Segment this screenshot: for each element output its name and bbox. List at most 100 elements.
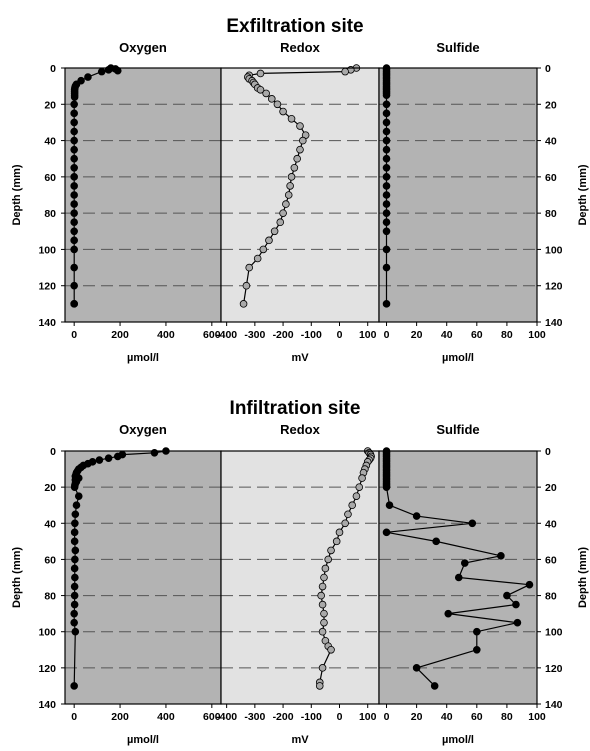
x-tick-label: -400 — [216, 329, 237, 341]
x-tick-label: -300 — [244, 711, 265, 723]
data-point — [70, 281, 78, 290]
data-point — [70, 263, 78, 272]
panel-background — [65, 451, 221, 704]
panel-title: Redox — [280, 40, 321, 55]
panel-title: Oxygen — [119, 422, 167, 437]
y-tick-label-right: 20 — [545, 99, 557, 111]
data-point — [104, 454, 113, 463]
y-tick-label-right: 40 — [545, 518, 557, 530]
y-tick-label-right: 40 — [545, 136, 557, 148]
data-point — [70, 218, 78, 227]
x-tick-label: -100 — [301, 711, 322, 723]
data-point — [382, 145, 391, 154]
data-point — [70, 100, 78, 109]
data-point — [382, 263, 391, 272]
y-tick-label-left: 20 — [44, 99, 56, 111]
data-point — [382, 200, 391, 208]
data-point — [412, 512, 421, 520]
data-point — [358, 474, 366, 482]
y-tick-label-left: 100 — [38, 244, 56, 256]
data-point — [344, 510, 352, 519]
data-point — [454, 573, 463, 582]
data-point — [70, 154, 78, 163]
data-point — [113, 66, 122, 75]
data-point — [70, 528, 79, 537]
data-point — [70, 200, 78, 208]
x-tick-label: -100 — [301, 329, 322, 341]
data-point — [70, 483, 79, 491]
data-point — [279, 209, 287, 217]
panel-title: Sulfide — [436, 40, 479, 55]
data-point — [290, 163, 299, 172]
x-tick-label: 600 — [203, 711, 221, 723]
data-point — [382, 227, 391, 236]
data-point — [71, 573, 79, 582]
data-point — [412, 664, 421, 672]
data-point — [259, 245, 268, 254]
data-point — [382, 173, 391, 181]
data-point — [385, 501, 394, 510]
y-tick-label-left: 40 — [44, 518, 56, 530]
data-point — [503, 591, 511, 600]
data-point — [256, 69, 265, 78]
data-point — [70, 537, 79, 546]
data-point — [71, 510, 80, 519]
data-point — [70, 209, 78, 217]
y-tick-label-left: 0 — [50, 63, 56, 75]
data-point — [318, 600, 327, 609]
data-point — [70, 564, 79, 573]
data-point — [299, 136, 307, 145]
x-tick-label: 0 — [71, 329, 77, 341]
data-point — [382, 218, 391, 227]
data-point — [382, 154, 391, 163]
y-tick-label-right: 0 — [545, 446, 551, 458]
data-point — [355, 483, 364, 491]
panel-oxygen: Oxygen 0 200 400 600 µmol/l — [64, 40, 222, 364]
y-tick-label-right: 20 — [545, 482, 557, 494]
x-tick-label: 40 — [441, 711, 453, 723]
data-point — [444, 609, 453, 618]
data-point — [382, 300, 391, 308]
data-point — [348, 501, 356, 510]
x-tick-label: -300 — [244, 329, 265, 341]
y-tick-label-left: 40 — [44, 136, 56, 148]
data-point — [279, 107, 287, 116]
data-point — [324, 555, 333, 564]
data-point — [473, 645, 481, 654]
data-point — [473, 627, 481, 636]
data-point — [239, 300, 248, 308]
data-point — [468, 519, 477, 528]
y-axis-label-left: Depth (mm) — [11, 164, 23, 225]
data-point — [382, 163, 391, 172]
data-point — [320, 618, 328, 627]
data-point — [293, 154, 301, 163]
x-tick-label: 20 — [411, 329, 423, 341]
data-point — [286, 182, 294, 190]
x-tick-label: 100 — [528, 711, 546, 723]
panel-redox: Redox -400 -300 -200 -100 0 100 mV — [216, 40, 380, 364]
x-axis-label: µmol/l — [442, 352, 474, 364]
y-tick-label-left: 60 — [44, 554, 56, 566]
data-point — [70, 245, 78, 254]
x-tick-label: 40 — [441, 329, 453, 341]
data-point — [95, 456, 104, 464]
data-point — [70, 600, 79, 609]
data-point — [253, 254, 262, 263]
x-tick-label: 0 — [384, 711, 390, 723]
data-point — [70, 618, 78, 627]
panel-redox: Redox -400 -300 -200 -100 0 100 mV — [216, 422, 380, 746]
x-tick-label: 0 — [384, 329, 390, 341]
data-point — [382, 483, 391, 491]
y-tick-label-right: 100 — [545, 244, 563, 256]
x-tick-label: 0 — [71, 711, 77, 723]
x-tick-label: 100 — [359, 329, 377, 341]
y-tick-label-right: 140 — [545, 317, 563, 329]
y-tick-label-left: 120 — [38, 281, 56, 293]
data-point — [497, 552, 505, 560]
y-axis-label-right: Depth (mm) — [577, 164, 589, 225]
data-point — [70, 163, 78, 172]
x-axis-label: µmol/l — [127, 352, 159, 364]
chart-title: Exfiltration site — [226, 16, 363, 37]
data-point — [512, 600, 520, 609]
panel-background — [221, 451, 379, 704]
